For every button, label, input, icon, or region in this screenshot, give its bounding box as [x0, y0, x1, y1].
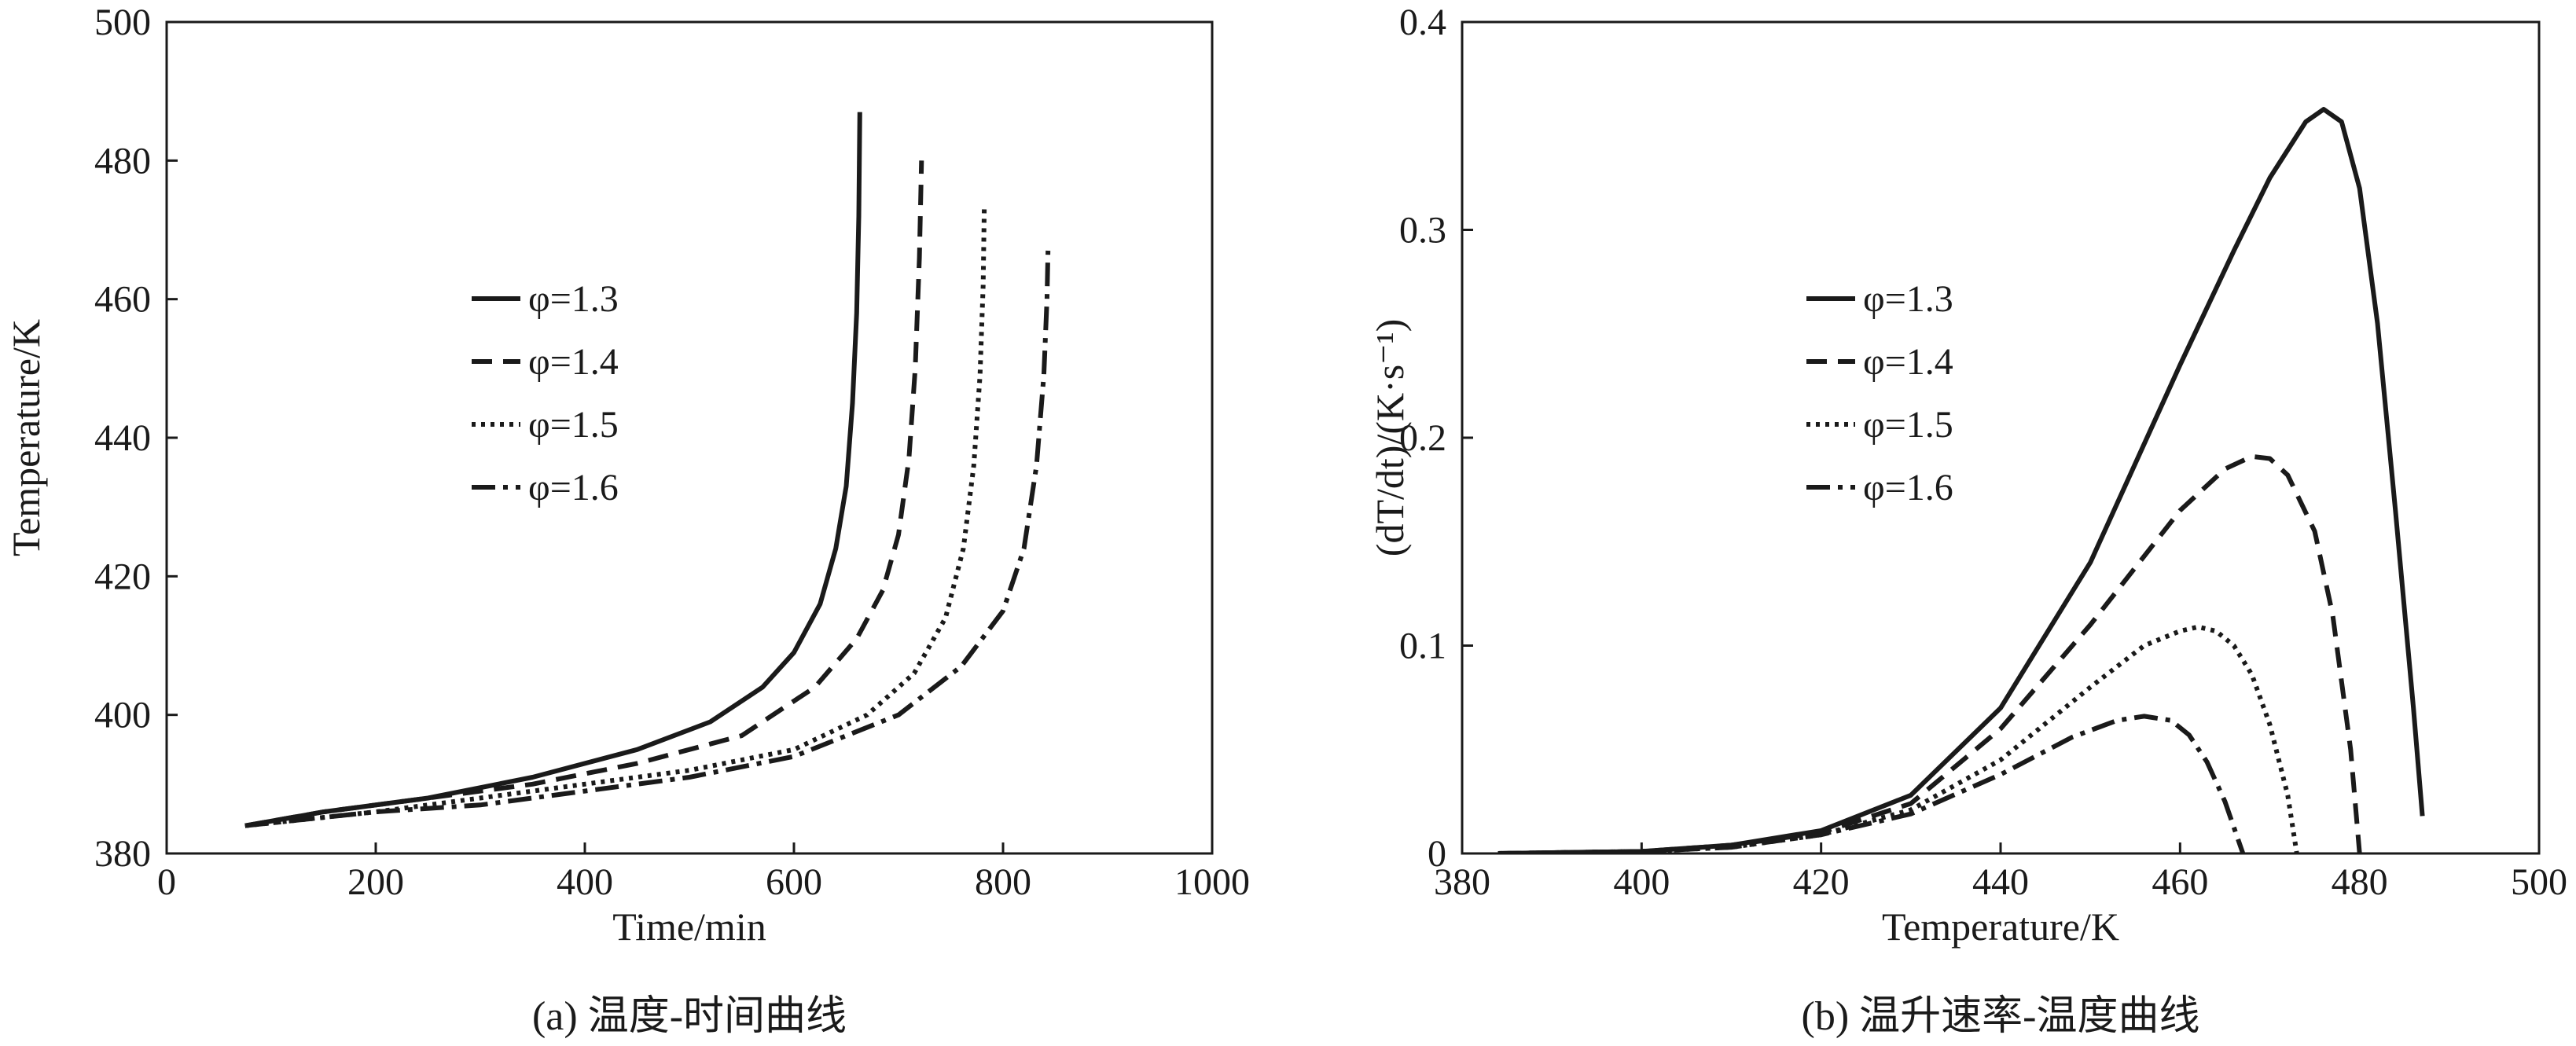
- legend-label-b-4: φ=1.6: [1863, 467, 1953, 508]
- y-tick-label-a: 480: [94, 140, 151, 182]
- x-tick-label-a: 600: [766, 861, 822, 903]
- x-tick-label-a: 800: [975, 861, 1031, 903]
- y-tick-label-b: 0.3: [1399, 210, 1446, 251]
- legend-label-a-2: φ=1.4: [528, 341, 619, 383]
- y-tick-label-b: 0.4: [1399, 2, 1446, 43]
- y-axis-label-a: Temperature/K: [4, 319, 48, 556]
- series-line-b-3: [1497, 624, 2299, 853]
- caption-b: (b) 温升速率-温度曲线: [1802, 994, 2200, 1039]
- y-tick-label-a: 460: [94, 279, 151, 321]
- y-tick-label-b: 0.2: [1399, 417, 1446, 459]
- y-axis-label-b: (dT/dt)/(K·s⁻¹): [1368, 319, 1412, 556]
- series-line-a-3: [244, 208, 987, 828]
- series-line-a-2: [244, 160, 924, 828]
- x-tick-label-b: 460: [2152, 861, 2208, 903]
- x-tick-label-b: 500: [2511, 861, 2567, 903]
- y-tick-label-a: 380: [94, 833, 151, 875]
- series-line-b-2: [1497, 453, 2362, 853]
- legend-label-b-2: φ=1.4: [1863, 341, 1953, 383]
- x-tick-label-b: 440: [1972, 861, 2029, 903]
- x-tick-label-b: 480: [2332, 861, 2388, 903]
- series-line-b-1: [1497, 107, 2425, 853]
- x-tick-label-b: 380: [1434, 861, 1490, 903]
- x-tick-label-b: 420: [1793, 861, 1850, 903]
- legend-label-b-1: φ=1.3: [1863, 278, 1953, 320]
- legend-label-b-3: φ=1.5: [1863, 404, 1953, 446]
- x-tick-label-a: 0: [157, 861, 176, 903]
- y-tick-label-a: 440: [94, 417, 151, 459]
- series-line-a-4: [244, 250, 1051, 828]
- chart-b: 380 400 420 440 460 480 500 0 0.1 0.2 0.3 0.4 Temper…: [1368, 2, 2567, 1039]
- x-tick-label-a: 400: [557, 861, 613, 903]
- chart-a: 0 200 400 600 800 1000 380 400 420 440 460 480 500 Ti…: [4, 2, 1250, 1039]
- x-axis-label-b: Temperature/K: [1882, 905, 2119, 949]
- y-tick-label-b: 0.1: [1399, 626, 1446, 667]
- legend-label-a-3: φ=1.5: [528, 404, 619, 446]
- y-tick-label-b: 0: [1428, 833, 1446, 875]
- x-tick-label-b: 400: [1613, 861, 1670, 903]
- legend-label-a-1: φ=1.3: [528, 278, 619, 320]
- legend-label-a-4: φ=1.6: [528, 467, 619, 508]
- x-axis-label-a: Time/min: [612, 905, 766, 949]
- y-tick-label-a: 400: [94, 695, 151, 736]
- x-tick-label-a: 200: [347, 861, 404, 903]
- x-tick-label-a: 1000: [1174, 861, 1250, 903]
- series-line-b-4: [1497, 714, 2246, 853]
- caption-a: (a) 温度-时间曲线: [532, 994, 847, 1039]
- y-tick-label-a: 500: [94, 2, 151, 43]
- y-tick-label-a: 420: [94, 556, 151, 597]
